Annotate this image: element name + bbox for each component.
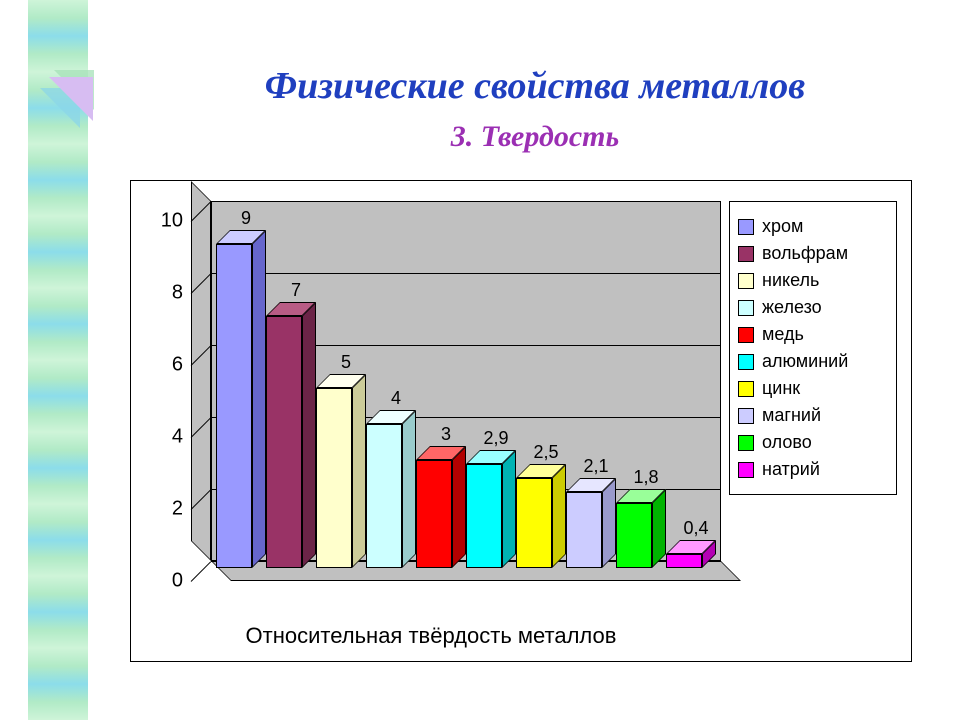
legend-swatch <box>738 462 754 478</box>
chart-bar <box>566 492 602 568</box>
legend-swatch <box>738 327 754 343</box>
legend-item: железо <box>738 297 888 318</box>
chart-bar-value-label: 7 <box>266 280 326 301</box>
chart-bar <box>316 388 352 568</box>
chart-y-tick-label: 2 <box>172 498 183 521</box>
legend-label: медь <box>762 324 804 345</box>
chart-bar <box>666 554 702 568</box>
chart-bar-value-label: 9 <box>216 208 276 229</box>
legend-label: цинк <box>762 378 800 399</box>
legend-item: магний <box>738 405 888 426</box>
slide-subtitle: 3. Твердость <box>130 120 940 154</box>
chart-bar <box>366 424 402 568</box>
legend-label: вольфрам <box>762 243 848 264</box>
chart-legend: хром вольфрам никель железо медь алюминий цинк… <box>729 201 897 495</box>
legend-swatch <box>738 246 754 262</box>
chart-bar <box>616 503 652 568</box>
slide: Физические свойства металлов 3. Твердост… <box>0 0 960 720</box>
chart-bar-value-label: 0,4 <box>666 518 726 539</box>
chart-bar <box>266 316 302 568</box>
chart-y-tick-label: 10 <box>161 210 183 233</box>
chart-y-tick-label: 4 <box>172 426 183 449</box>
legend-swatch <box>738 408 754 424</box>
chart-bar-value-label: 1,8 <box>616 467 676 488</box>
legend-item: хром <box>738 216 888 237</box>
legend-label: натрий <box>762 459 820 480</box>
chart-y-tick-label: 6 <box>172 354 183 377</box>
slide-title: Физические свойства металлов <box>130 64 940 108</box>
chart-bar-value-label: 5 <box>316 352 376 373</box>
legend-swatch <box>738 435 754 451</box>
legend-swatch <box>738 219 754 235</box>
legend-item: натрий <box>738 459 888 480</box>
legend-label: железо <box>762 297 822 318</box>
chart-bar-value-label: 4 <box>366 388 426 409</box>
legend-label: магний <box>762 405 821 426</box>
legend-item: медь <box>738 324 888 345</box>
legend-swatch <box>738 273 754 289</box>
legend-label: олово <box>762 432 812 453</box>
chart-bar <box>516 478 552 568</box>
legend-item: алюминий <box>738 351 888 372</box>
chart-x-title: Относительная твёрдость металлов <box>131 623 731 649</box>
chart-bar <box>216 244 252 568</box>
chart-y-tick-label: 0 <box>172 570 183 593</box>
chart-bar <box>466 464 502 568</box>
legend-swatch <box>738 354 754 370</box>
legend-item: никель <box>738 270 888 291</box>
chart-gridline <box>211 201 721 202</box>
legend-swatch <box>738 381 754 397</box>
chart-gridline <box>211 273 721 274</box>
chart-bar <box>416 460 452 568</box>
legend-label: никель <box>762 270 819 291</box>
chart-y-tick-label: 8 <box>172 282 183 305</box>
chart-gridline-depth <box>191 561 212 582</box>
legend-label: хром <box>762 216 803 237</box>
legend-item: цинк <box>738 378 888 399</box>
legend-item: вольфрам <box>738 243 888 264</box>
legend-label: алюминий <box>762 351 848 372</box>
chart-container: 0246810975432,92,52,11,80,4 хромвольфрам… <box>130 180 912 662</box>
chart-plot-area: 0246810975432,92,52,11,80,4 <box>191 201 721 591</box>
legend-item: олово <box>738 432 888 453</box>
legend-swatch <box>738 300 754 316</box>
